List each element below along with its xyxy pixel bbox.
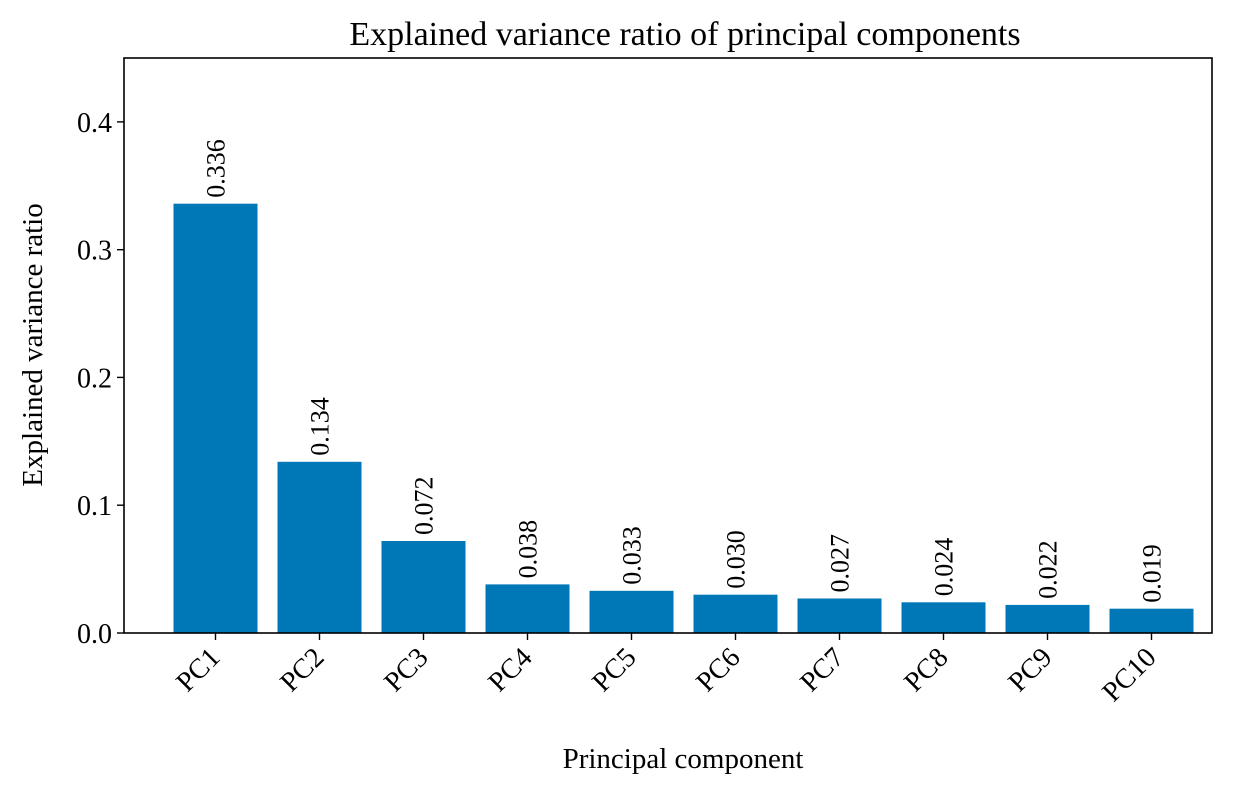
x-axis: PC1 PC2 PC3 PC4 PC5 PC6 PC7 PC8 PC9 PC10 bbox=[170, 633, 1162, 708]
bar-value-label: 0.038 bbox=[514, 520, 543, 579]
x-tick-label: PC8 bbox=[898, 642, 954, 698]
bar-pc9 bbox=[1005, 604, 1090, 633]
bar-pc4 bbox=[485, 584, 570, 633]
bar-pc8 bbox=[901, 602, 986, 633]
y-tick-label: 0.2 bbox=[77, 363, 112, 394]
x-tick-label: PC1 bbox=[170, 642, 226, 698]
x-tick-label: PC3 bbox=[378, 642, 434, 698]
x-axis-label: Principal component bbox=[563, 743, 804, 775]
plot-frame bbox=[123, 57, 1213, 634]
bar-pc5 bbox=[589, 590, 674, 633]
x-tick-label: PC2 bbox=[274, 642, 330, 698]
bar-pc2 bbox=[277, 461, 362, 633]
y-tick-label: 0.4 bbox=[77, 108, 112, 139]
bar-value-label: 0.134 bbox=[306, 397, 335, 456]
bar-value-label: 0.336 bbox=[202, 139, 231, 198]
chart-title: Explained variance ratio of principal co… bbox=[349, 16, 1020, 53]
bar-pc10 bbox=[1109, 608, 1194, 633]
y-axis-label: Explained variance ratio bbox=[17, 203, 49, 486]
x-tick-label: PC10 bbox=[1097, 642, 1163, 708]
bar-pc3 bbox=[381, 541, 466, 633]
y-axis: 0.0 0.1 0.2 0.3 0.4 bbox=[77, 108, 124, 650]
y-tick-label: 0.3 bbox=[77, 236, 112, 267]
y-tick-label: 0.0 bbox=[77, 619, 112, 650]
x-tick-label: PC5 bbox=[586, 642, 642, 698]
x-tick-label: PC6 bbox=[690, 642, 746, 698]
bar-value-label: 0.027 bbox=[826, 534, 855, 593]
y-tick-label: 0.1 bbox=[77, 491, 112, 522]
bar-value-label: 0.030 bbox=[722, 530, 751, 589]
bar-pc1 bbox=[173, 203, 258, 633]
bar-value-label: 0.022 bbox=[1034, 540, 1063, 599]
x-tick-label: PC4 bbox=[482, 642, 538, 698]
bar-value-label: 0.024 bbox=[930, 538, 959, 597]
bars-layer: 0.336 0.134 0.072 0.038 0.033 0.030 0.027 0.024… bbox=[173, 139, 1194, 633]
x-tick-label: PC9 bbox=[1002, 642, 1058, 698]
bar-value-label: 0.019 bbox=[1138, 544, 1167, 603]
x-tick-label: PC7 bbox=[794, 642, 850, 698]
bar-value-label: 0.033 bbox=[618, 526, 647, 585]
bar-value-label: 0.072 bbox=[410, 477, 439, 536]
bar-pc6 bbox=[693, 594, 778, 633]
bar-pc7 bbox=[797, 598, 882, 633]
